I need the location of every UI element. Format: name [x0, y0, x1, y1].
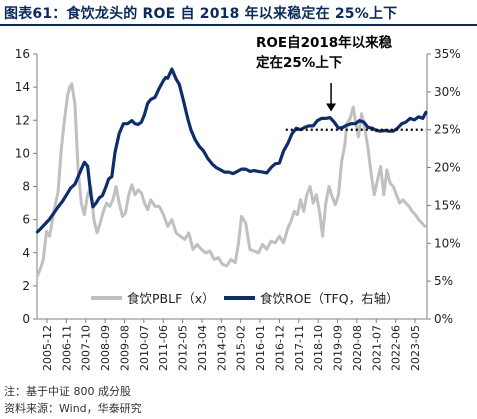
right-tick-label: 20% [434, 161, 461, 175]
pb-series-line [35, 82, 427, 278]
legend-label-pb: 食饮PBLF（x） [127, 291, 215, 306]
left-tick-label: 14 [15, 80, 30, 94]
left-tick-label: 8 [22, 180, 30, 194]
right-tick-label: 5% [434, 274, 453, 288]
x-tick-label: 2017-11 [293, 325, 306, 371]
left-tick-label: 16 [15, 47, 30, 61]
left-tick-label: 0 [22, 312, 30, 326]
x-tick-label: 2013-04 [196, 325, 209, 371]
right-tick-label: 25% [434, 123, 461, 137]
x-tick-label: 2020-08 [351, 325, 364, 371]
x-tick-label: 2010-07 [138, 325, 151, 371]
right-tick-label: 0% [434, 312, 453, 326]
x-tick-label: 2019-09 [332, 325, 345, 371]
figure-title: 食饮龙头的 ROE 自 2018 年以来稳定在 25%上下 [66, 6, 398, 22]
x-tick-label: 2021-07 [370, 325, 383, 371]
left-tick-label: 6 [22, 213, 30, 227]
figure-label: 图表61： [4, 6, 67, 22]
x-tick-label: 2005-12 [41, 325, 54, 371]
right-tick-label: 15% [434, 198, 461, 212]
x-tick-label: 2018-10 [312, 325, 325, 371]
x-tick-label: 2011-06 [157, 325, 170, 371]
x-tick-label: 2014-03 [215, 325, 228, 371]
x-tick-label: 2023-05 [409, 325, 422, 371]
annotation-text: ROE自2018年以来稳 [256, 34, 393, 51]
roe-series-line [35, 67, 428, 234]
chart-legend: 食饮PBLF（x） 食饮ROE（TFQ，右轴） [91, 291, 399, 306]
left-tick-label: 4 [22, 246, 30, 260]
source-note: 资料来源：Wind，华泰研究 [4, 402, 142, 415]
annotation-arrowhead [326, 103, 337, 112]
chart-axes: 0 2 4 6 8 10 12 14 16 0% 5% 10% 15% 20% 25% 30% 35% [15, 47, 461, 326]
left-tick-label: 12 [15, 113, 30, 127]
x-tick-label: 2008-09 [99, 325, 112, 371]
legend-label-roe: 食饮ROE（TFQ，右轴） [260, 291, 399, 306]
left-tick-label: 10 [15, 146, 30, 160]
title-divider [0, 24, 477, 26]
x-tick-label: 2015-02 [235, 325, 248, 371]
chart-footer: 注：基于中证 800 成分股 资料来源：Wind，华泰研究 [4, 383, 142, 417]
left-tick-label: 2 [22, 279, 30, 293]
x-tick-label: 2022-06 [390, 325, 403, 371]
annotation-text: 定在25%上下 [256, 54, 343, 71]
right-tick-label: 10% [434, 236, 461, 250]
right-tick-label: 35% [434, 47, 461, 61]
x-tick-label: 2012-05 [177, 325, 190, 371]
x-tick-label: 2016-12 [273, 325, 286, 371]
x-tick-label: 2007-10 [80, 325, 93, 371]
x-tick-labels: 2005-12 2006-11 2007-10 2008-09 2009-08 2010-… [41, 325, 422, 371]
x-tick-label: 2016-01 [254, 325, 267, 371]
footnote: 注：基于中证 800 成分股 [4, 385, 131, 398]
chart-title: 图表61：食饮龙头的 ROE 自 2018 年以来稳定在 25%上下 [4, 3, 397, 23]
x-tick-label: 2006-11 [60, 325, 73, 371]
x-tick-label: 2009-08 [118, 325, 131, 371]
line-chart: 0 2 4 6 8 10 12 14 16 0% 5% 10% 15% 20% 25% 30% 35% ROE自… [15, 34, 461, 371]
right-tick-label: 30% [434, 85, 461, 99]
chart-series [35, 67, 428, 278]
